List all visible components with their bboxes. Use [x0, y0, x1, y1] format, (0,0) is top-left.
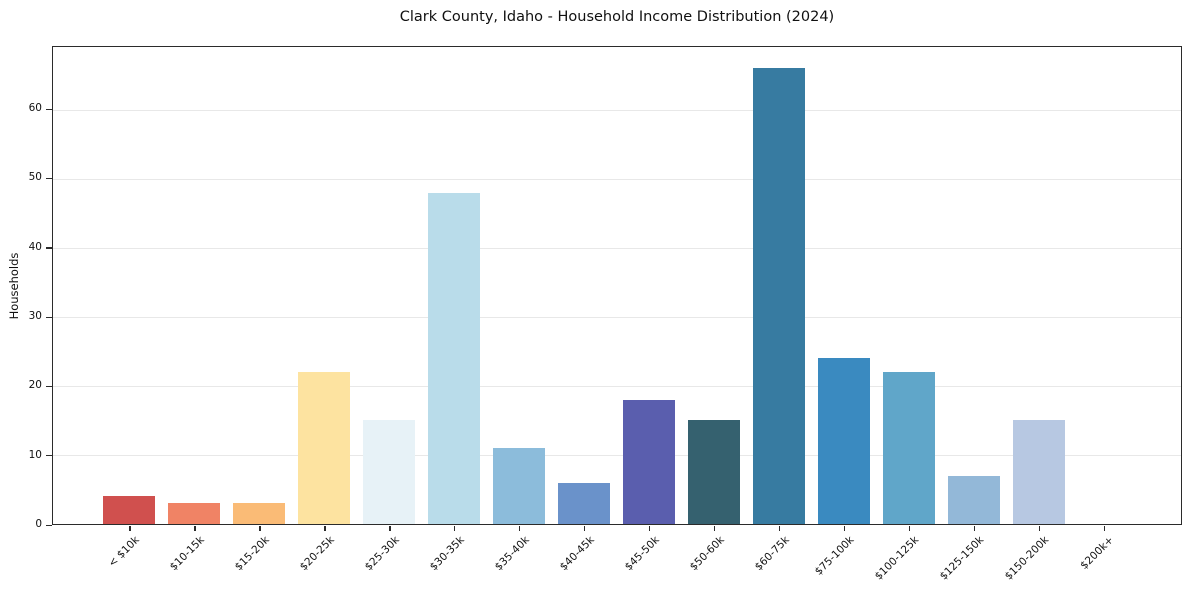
x-tick-label: $150-200k: [1002, 534, 1052, 583]
x-tick: [454, 525, 456, 531]
x-tick-label: $125-150k: [937, 534, 987, 583]
x-tick: [519, 525, 521, 531]
x-tick: [389, 525, 391, 531]
bar-$10-15k: [168, 503, 221, 524]
bar-slot: < $10k: [97, 47, 162, 570]
x-tick-label: $25-30k: [362, 534, 402, 574]
chart-title: Clark County, Idaho - Household Income D…: [399, 9, 835, 25]
x-tick: [1038, 525, 1040, 531]
bar-slot: $35-40k: [487, 47, 552, 573]
y-tick: [46, 524, 52, 526]
bar-slot: $100-125k: [873, 47, 941, 583]
x-tick: [843, 525, 846, 531]
y-tick-label: 40: [28, 240, 42, 253]
bar-$40-45k: [558, 482, 611, 524]
bar-$60-75k: [752, 68, 805, 524]
x-tick: [908, 525, 911, 531]
bar-$30-35k: [428, 192, 481, 524]
bar-$50-60k: [687, 420, 740, 524]
x-tick-label: < $10k: [106, 534, 142, 570]
x-tick: [259, 525, 261, 531]
bar-slot: $50-60k: [681, 47, 746, 573]
bar-$150-200k: [1012, 420, 1065, 524]
plot-area: < $10k $10-15k $15-20k $20-25k $25-30k $30-35…: [52, 46, 1182, 583]
bar-$45-50k: [622, 399, 675, 524]
x-tick-label: $200k+: [1078, 534, 1117, 572]
bar-slot: $45-50k: [617, 47, 682, 573]
x-tick-label: $40-45k: [557, 534, 597, 574]
x-tick-label: $15-20k: [232, 534, 272, 574]
y-tick-label: 30: [28, 310, 42, 323]
bar-slot: $15-20k: [227, 47, 292, 573]
bar-slot: $125-150k: [938, 47, 1006, 583]
x-tick-label: $10-15k: [167, 534, 207, 574]
bar-slot: $25-30k: [357, 47, 422, 573]
bar-slot: $30-35k: [422, 47, 487, 573]
gridline: [53, 247, 1181, 249]
x-tick-label: $100-125k: [872, 534, 922, 583]
x-tick: [324, 525, 326, 531]
bars-container: < $10k $10-15k $15-20k $20-25k $25-30k $30-35…: [53, 47, 1181, 583]
gridline: [53, 178, 1181, 180]
y-tick-label: 50: [28, 171, 42, 184]
y-tick: [46, 455, 52, 457]
x-tick-label: $45-50k: [622, 534, 662, 574]
bar-$35-40k: [493, 448, 546, 524]
bar-$75-100k: [817, 358, 870, 524]
y-tick-label: 10: [28, 448, 42, 461]
bar-$100-125k: [882, 372, 935, 524]
bar-slot: $75-100k: [811, 47, 876, 578]
bar-slot: $40-45k: [552, 47, 617, 573]
x-tick: [778, 525, 781, 531]
y-tick-label: 0: [35, 518, 42, 530]
x-tick-label: $35-40k: [492, 534, 532, 574]
bar-< $10k: [103, 496, 156, 524]
y-tick: [46, 177, 52, 180]
bar-slot: $150-200k: [1003, 47, 1071, 583]
x-tick: [129, 525, 131, 531]
bar-$20-25k: [298, 372, 351, 524]
x-tick: [1103, 525, 1105, 531]
y-tick: [46, 247, 52, 249]
bar-slot: $200k+: [1071, 47, 1136, 572]
bar-slot: $10-15k: [162, 47, 227, 573]
x-tick: [973, 525, 975, 531]
bar-slot: $20-25k: [292, 47, 357, 573]
x-tick-label: $20-25k: [297, 534, 337, 574]
x-tick-label: $75-100k: [812, 534, 857, 578]
gridline: [53, 316, 1181, 318]
bar-$125-150k: [947, 475, 1000, 524]
x-tick-label: $50-60k: [687, 534, 727, 574]
bar-slot: $60-75k: [746, 47, 811, 573]
x-tick: [194, 525, 196, 531]
gridline: [53, 385, 1181, 387]
x-tick: [584, 525, 586, 531]
bar-$15-20k: [233, 503, 286, 524]
y-tick: [46, 316, 52, 318]
bar-$25-30k: [363, 420, 416, 524]
x-tick: [648, 525, 651, 531]
gridline: [53, 454, 1181, 456]
x-tick: [713, 525, 716, 531]
y-tick-label: 20: [28, 379, 42, 392]
x-tick-label: $60-75k: [752, 534, 792, 574]
y-tick: [46, 108, 52, 110]
y-tick-label: 60: [28, 102, 42, 115]
gridline: [53, 109, 1181, 111]
x-tick-label: $30-35k: [427, 534, 467, 574]
y-tick: [46, 385, 52, 388]
